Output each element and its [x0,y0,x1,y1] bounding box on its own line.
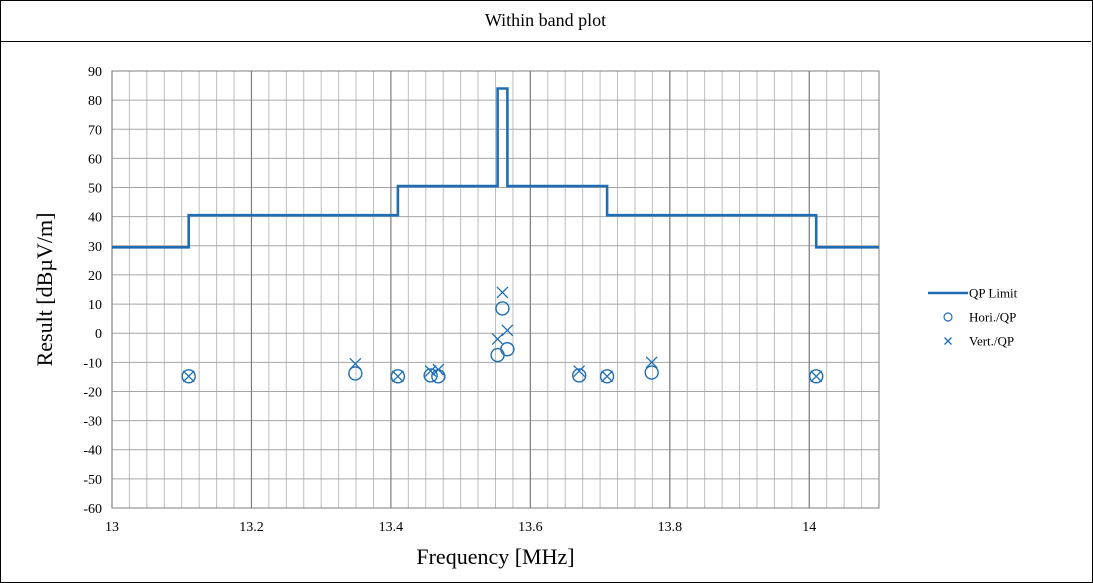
legend-label: Vert./QP [969,334,1014,349]
y-tick-label: -10 [83,356,102,371]
y-tick-label: 0 [95,327,102,342]
y-tick-label: 30 [88,240,102,255]
y-tick-labels: -60 -50 -40 -30 -20 -10 0 10 20 30 40 50 60 70 80 90 [83,65,102,517]
y-tick-label: -50 [83,473,102,488]
x-tick-labels: 13 13.2 13.4 13.6 13.8 14 [105,520,816,535]
vert-qp-marker [496,286,509,299]
x-tick-label: 13.2 [239,520,264,535]
hori-qp-marker [599,369,615,384]
y-tick-label: -30 [83,415,102,430]
y-axis-title: Result [dBµV/m] [32,213,57,367]
x-tick-label: 14 [802,520,816,535]
x-tick-label: 13.8 [658,520,683,535]
y-tick-label: 90 [88,65,102,80]
minor-grid [128,71,863,508]
x-tick-label: 13.4 [379,520,404,535]
vert-qp-marker [601,370,614,383]
legend-entry: Vert./QP [944,334,1014,349]
vert-qp-marker [645,356,658,369]
vert-qp-marker [349,357,362,370]
vert-qp-marker [491,333,504,345]
y-tick-label: 20 [88,269,102,284]
legend-label: QP Limit [969,286,1018,301]
vert-qp-marker [432,363,445,376]
legend-entry: Hori./QP [943,310,1016,325]
hori-qp-marker [571,368,587,383]
hori-qp-marker [423,368,438,383]
chart-title: Within band plot [484,10,607,30]
plot-border [111,70,880,509]
legend-label: Hori./QP [969,310,1016,325]
hori-qp-marker [348,366,363,381]
qp-limit-line [112,87,879,249]
plot-area-border [111,70,880,509]
y-tick-label: -20 [83,385,102,400]
y-tick-label: -40 [83,444,102,459]
y-tick-label: -60 [83,502,102,517]
legend-entry: QP Limit [928,286,1018,301]
vert-qp-marker [573,365,586,378]
title-bar: Within band plot [0,0,1091,42]
x-axis-title: Frequency [MHz] [416,544,574,569]
vert-qp-marker [182,370,195,383]
hori-qp-marker [490,347,505,363]
y-tick-label: 80 [88,94,102,109]
hori-qp-marker [644,365,659,380]
hori-qp-marker [181,369,196,384]
y-tick-label: 60 [88,152,102,167]
y-tick-label: 40 [88,211,102,226]
vert-qp-marker [501,324,514,337]
x-tick-label: 13.6 [518,520,543,535]
x-tick-label: 13 [105,520,119,535]
legend-swatch-x [944,337,952,345]
hori-qp-marker [390,369,406,384]
y-tick-label: 70 [88,123,102,138]
series-layer [112,87,879,384]
hori-qp-marker [809,369,824,384]
legend: QP Limit Hori./QP Vert./QP [928,286,1018,349]
hori-qp-marker [500,342,515,357]
vert-qp-marker [810,370,823,383]
y-tick-label: 10 [88,298,102,313]
y-tick-label: 50 [88,182,102,197]
legend-swatch-circle [943,312,953,322]
vert-qp-marker [424,365,437,378]
vert-qp-marker [391,370,404,383]
hori-qp-marker [495,301,510,316]
